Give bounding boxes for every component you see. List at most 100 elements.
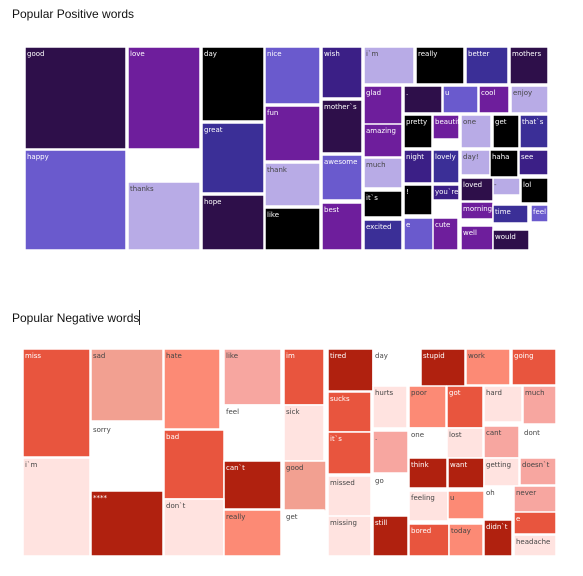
positive-word-tile: thank (264, 162, 321, 207)
negative-word-tile-label: work (468, 352, 486, 360)
positive-word-tile-rect (363, 219, 403, 251)
negative-word-tile-rect (163, 348, 221, 430)
positive-word-tile-rect (509, 46, 549, 85)
negative-word-tile-label: oh (486, 489, 495, 497)
positive-word-tile-label: happy (27, 153, 49, 161)
positive-word-tile-rect (201, 194, 265, 251)
negative-word-tile-rect (483, 519, 513, 557)
negative-word-tile-label: get (286, 513, 298, 521)
negative-word-tile: one (408, 427, 447, 459)
positive-word-tile-label: night (406, 153, 424, 161)
negative-word-tile-label: really (226, 513, 245, 521)
positive-word-tile-rect (432, 114, 460, 140)
text-cursor (139, 310, 140, 325)
negative-word-tile-label: think (411, 461, 430, 469)
positive-word-tile: mother`s (321, 99, 363, 154)
negative-word-tile-label: u (450, 494, 454, 502)
negative-word-tile-label: lost (449, 431, 462, 439)
positive-word-tile: you`re (432, 184, 460, 201)
positive-word-tile-label: wish (324, 50, 340, 58)
positive-word-tile-rect (403, 114, 433, 149)
negative-word-tile-label: hurts (375, 389, 393, 397)
positive-word-tile-rect (321, 46, 363, 99)
positive-word-tile-label: i`m (366, 50, 378, 58)
negative-word-tile: poor (408, 385, 447, 429)
positive-word-tile-rect (363, 190, 403, 218)
positive-word-tile-label: much (366, 161, 386, 169)
negative-word-tile-label: headache (516, 538, 550, 546)
positive-word-tile-rect (510, 85, 549, 114)
positive-word-tile-rect (264, 46, 321, 105)
positive-word-tile-label: better (468, 50, 490, 58)
positive-word-tile-rect (519, 114, 549, 149)
negative-word-tile-rect (448, 523, 484, 557)
negative-word-tile: sad (90, 348, 164, 422)
negative-word-tile-label: sucks (330, 395, 350, 403)
positive-word-tile-rect (432, 149, 460, 184)
positive-word-tile: awesome (321, 154, 363, 201)
negative-word-tile: bored (408, 523, 450, 557)
positive-word-tile-rect (363, 123, 403, 158)
negative-word-tile: feel (223, 404, 282, 462)
negative-word-tile: work (465, 348, 511, 386)
positive-word-tile-label: mother`s (324, 103, 357, 111)
negative-word-tile-rect (513, 511, 557, 535)
negative-word-tile: can`t (223, 460, 282, 510)
positive-word-tile: well (460, 225, 494, 251)
negative-word-tile-label: still (375, 519, 387, 527)
positive-word-tile-rect (460, 114, 492, 149)
negative-word-tile-rect (163, 498, 225, 557)
positive-word-tile: see (518, 149, 549, 176)
positive-word-tile: thanks (127, 181, 201, 251)
positive-word-tile-rect (264, 105, 321, 162)
positive-word-tile-label: haha (492, 153, 509, 161)
positive-word-tile-rect (24, 46, 127, 150)
negative-word-tile-label: missed (330, 479, 355, 487)
positive-word-tile-rect (403, 85, 443, 114)
positive-word-tile-label: . (406, 89, 408, 97)
negative-word-tile: lost (446, 427, 484, 459)
negative-word-tile-label: missing (330, 519, 357, 527)
negative-word-tile-label: im (286, 352, 295, 360)
positive-word-tile-rect (403, 149, 433, 184)
positive-word-tile-label: day (204, 50, 217, 58)
positive-word-tile: great (201, 122, 265, 194)
negative-chart-title: Popular Negative words (12, 311, 140, 325)
negative-word-tile-rect (447, 457, 485, 489)
negative-word-tile-rect (513, 485, 557, 515)
negative-word-tile-label: didn`t (486, 523, 508, 531)
positive-word-tile: cute (432, 217, 459, 251)
positive-word-tile-rect (201, 122, 265, 194)
negative-word-tile-rect (372, 430, 409, 474)
negative-word-tile-label: hard (486, 389, 502, 397)
positive-word-tile: time (492, 204, 529, 224)
positive-word-tile: wish (321, 46, 363, 99)
positive-word-tile: cool (478, 85, 510, 114)
negative-word-tile-label: bored (411, 527, 431, 535)
positive-word-tile: lol (520, 177, 549, 204)
positive-word-tile-label: it`s (366, 194, 378, 202)
positive-word-tile-label: really (418, 50, 437, 58)
negative-word-tile-label: like (226, 352, 238, 360)
positive-word-tile-rect (489, 149, 519, 178)
negative-word-tile-label: tired (330, 352, 346, 360)
positive-word-tile-rect (492, 229, 530, 251)
positive-word-tile-rect (321, 154, 363, 201)
negative-word-tile: never (513, 485, 557, 515)
positive-word-tile: get (492, 114, 520, 149)
negative-word-tile-label: poor (411, 389, 427, 397)
negative-word-tile-rect (327, 515, 372, 557)
negative-word-tile: im (283, 348, 325, 406)
positive-word-tile: good (24, 46, 127, 150)
negative-word-tile: stupid (420, 348, 466, 388)
positive-word-tile-label: enjoy (513, 89, 532, 97)
positive-word-tile: it`s (363, 190, 403, 218)
positive-word-tile: much (363, 157, 403, 189)
negative-word-tile-rect (521, 425, 557, 459)
positive-word-tile: pretty (403, 114, 433, 149)
positive-word-tile-label: lovely (435, 153, 456, 161)
negative-word-tile: hate (163, 348, 221, 430)
negative-word-tile: getting (483, 457, 520, 489)
negative-word-tile-label: e (516, 515, 520, 523)
